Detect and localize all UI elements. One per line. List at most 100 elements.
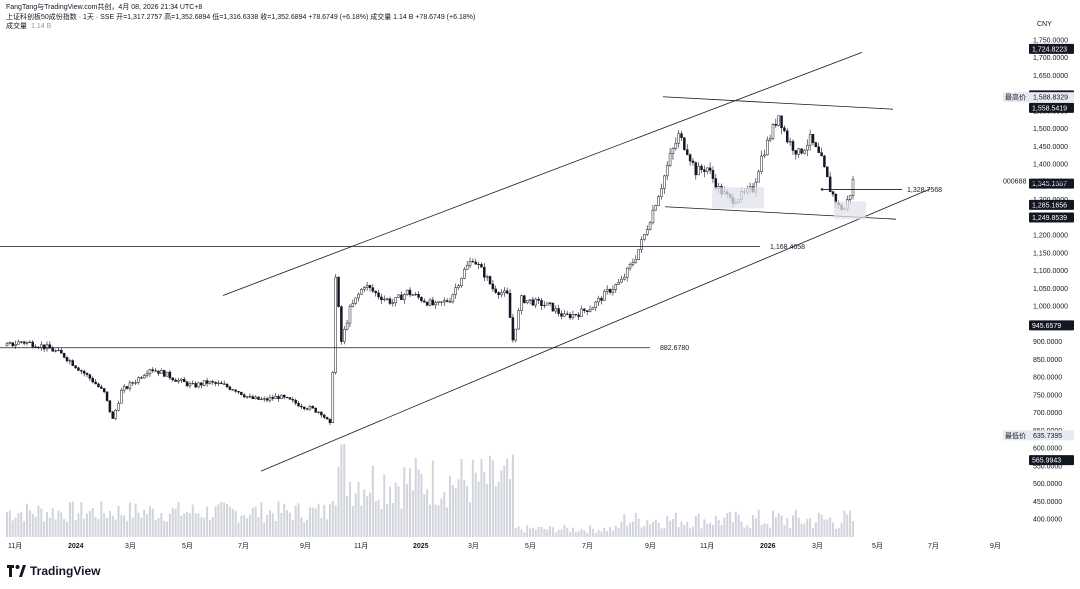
volume-bar — [823, 519, 826, 537]
volume-bar — [794, 509, 797, 537]
candle-body — [471, 261, 475, 263]
volume-bar — [388, 486, 391, 537]
x-tick-label: 11月 — [700, 542, 714, 550]
volume-bar — [643, 526, 646, 537]
candle-body — [300, 405, 303, 408]
volume-bar — [434, 504, 437, 537]
candle-body — [168, 371, 172, 379]
volume-bar — [580, 528, 583, 537]
candles — [5, 115, 855, 426]
candle-body — [145, 373, 149, 376]
y-tick-label: 1,700.0000 — [1033, 55, 1068, 62]
volume-legend: 成交量 1.14 B — [6, 22, 475, 31]
candle-body — [554, 308, 558, 312]
candle-body — [385, 298, 389, 300]
volume-bar — [66, 521, 69, 537]
volume-bar — [486, 483, 489, 537]
volume-bar — [852, 521, 854, 537]
candle-body — [617, 281, 620, 285]
price-box: 1,345.1587 — [1029, 178, 1074, 189]
volume-bar — [228, 506, 231, 537]
candle-body — [431, 299, 435, 306]
volume-bar — [611, 530, 614, 537]
volume-bar — [657, 523, 660, 537]
candle-body — [234, 389, 237, 392]
volume-bar — [697, 513, 700, 537]
volume-bar — [134, 503, 137, 537]
candle-body — [128, 382, 132, 389]
candle-body — [588, 309, 592, 312]
candle-body — [11, 342, 14, 347]
volume-bar — [340, 444, 343, 537]
y-tick-label: 1,100.0000 — [1033, 268, 1068, 275]
volume-bar — [783, 524, 786, 537]
volume-bar — [174, 508, 177, 537]
tradingview-logo[interactable]: TradingView — [7, 564, 100, 578]
candle-body — [140, 377, 143, 379]
volume-bar — [263, 522, 266, 537]
volume-bar — [503, 465, 506, 537]
volume-bar — [440, 498, 443, 537]
candle-body — [62, 353, 66, 358]
candle-body — [414, 293, 417, 296]
volume-bar — [97, 519, 100, 537]
volume-legend-value: 1.14 B — [31, 23, 52, 30]
candle-body — [511, 317, 515, 341]
price-box-bg — [1029, 320, 1074, 331]
y-tick-label: 1,400.0000 — [1033, 162, 1068, 169]
candle-body — [368, 285, 372, 288]
candle-body — [634, 259, 638, 263]
candle-body — [545, 302, 549, 306]
y-tick-label: 1,750.0000 — [1033, 38, 1068, 45]
candle-body — [771, 124, 775, 139]
x-tick-label: 9月 — [300, 542, 311, 550]
volume-bar — [231, 508, 234, 537]
volume-bar — [354, 493, 357, 537]
candle-body — [165, 371, 169, 377]
candle-body — [188, 383, 192, 387]
trend-lines: 1,168.4658 882.6780 1,328.7568 — [0, 52, 942, 472]
volume-bar — [754, 518, 757, 537]
candle-body — [708, 167, 712, 171]
volume-bar — [40, 508, 43, 537]
x-tick-label: 3月 — [468, 542, 479, 550]
volume-bar — [551, 527, 554, 537]
volume-bar — [454, 488, 457, 537]
candle-body — [683, 137, 686, 150]
candle-body — [791, 141, 795, 151]
y-tick-label: 900.0000 — [1033, 339, 1062, 346]
candle-body — [463, 269, 466, 279]
resistance-line — [662, 96, 894, 110]
candle-body — [357, 293, 360, 299]
candle-body — [348, 306, 352, 324]
x-tick-label: 2026 — [760, 543, 776, 550]
volume-bar — [28, 510, 31, 537]
candle-body — [28, 341, 32, 343]
candle-body — [222, 383, 226, 385]
volume-bar — [543, 528, 546, 537]
candle-body — [154, 370, 157, 372]
volume-bar — [54, 519, 57, 537]
currency-label: CNY — [1037, 21, 1052, 28]
candle-body — [614, 284, 618, 290]
consolidation-zone — [712, 187, 764, 209]
candle-body — [820, 152, 823, 157]
high-label-caption: 最高价 — [1005, 93, 1026, 102]
candle-body — [114, 409, 117, 419]
candle-body — [403, 294, 406, 300]
volume-bar — [188, 513, 191, 537]
volume-bar — [326, 519, 329, 537]
volume-bar — [549, 525, 552, 537]
volume-bar — [220, 501, 223, 537]
candle-body — [534, 298, 537, 306]
volume-bar — [246, 518, 249, 537]
candle-body — [665, 165, 669, 177]
volume-bar — [777, 513, 780, 537]
volume-bar — [80, 501, 83, 537]
candle-body — [457, 285, 460, 288]
volume-bar — [266, 515, 269, 537]
candle-body — [68, 360, 72, 362]
candle-body — [228, 386, 232, 390]
x-tick-label: 9月 — [990, 542, 1001, 550]
